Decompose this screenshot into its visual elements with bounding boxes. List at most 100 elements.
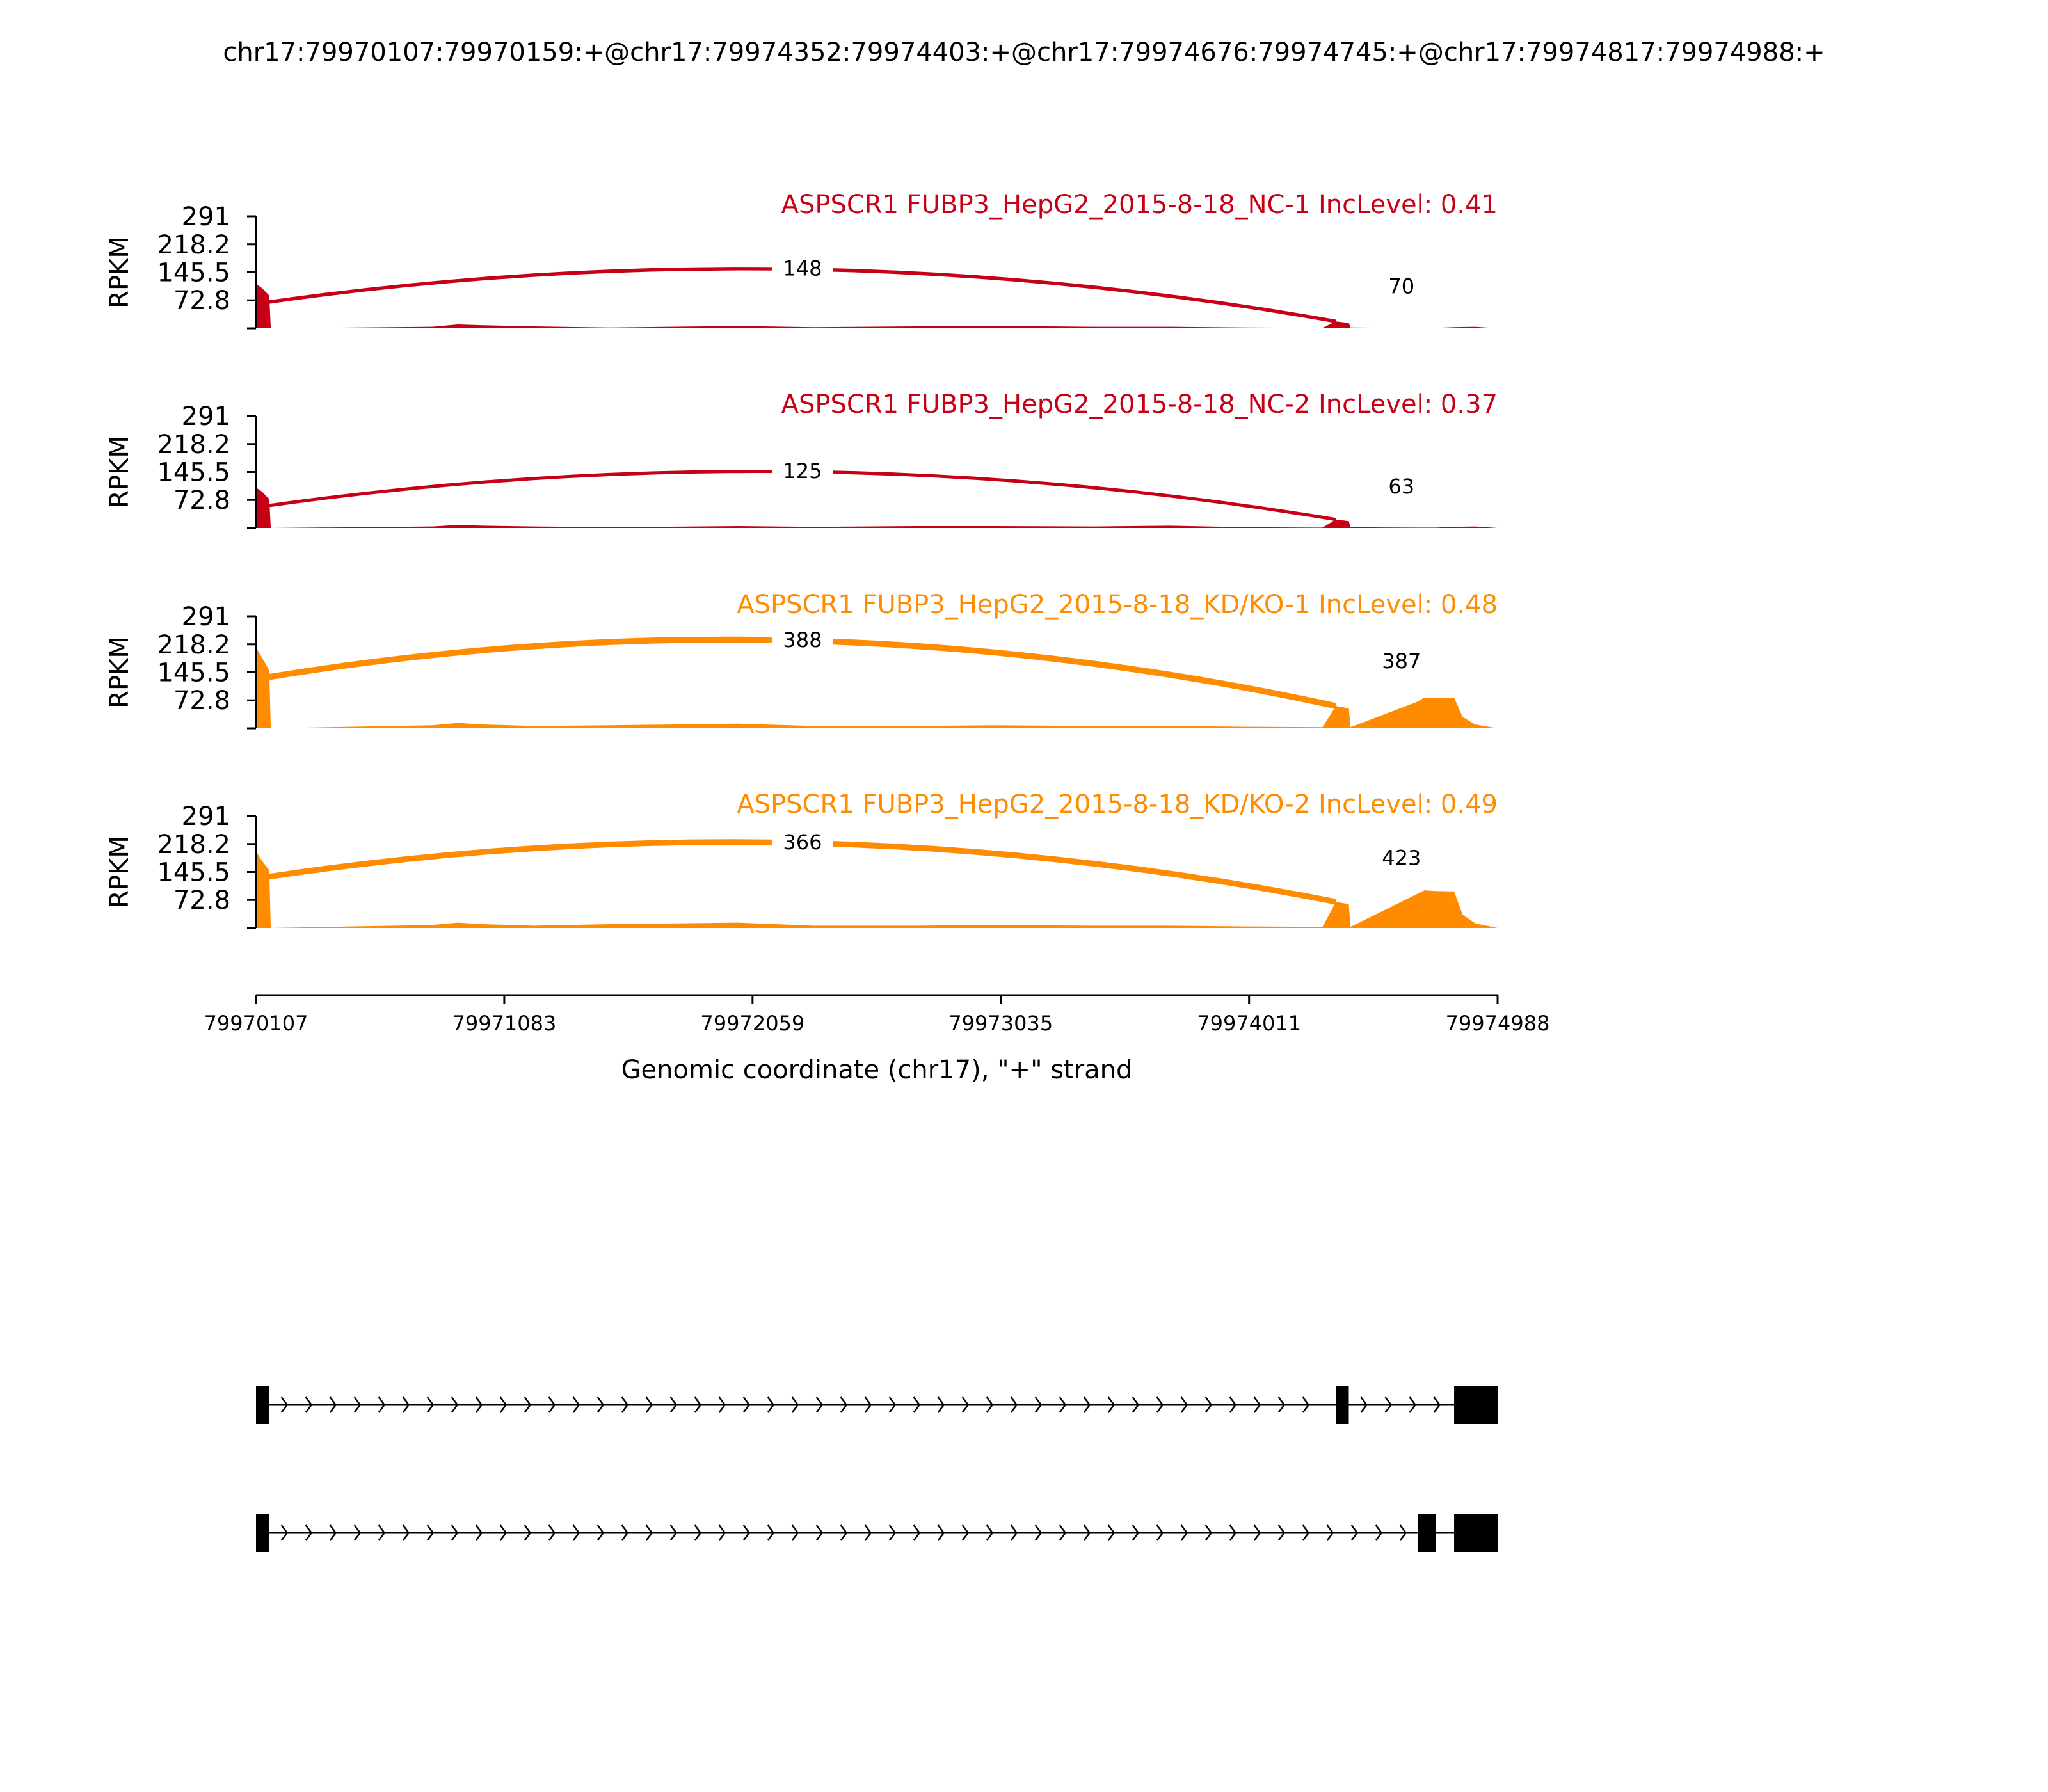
y-axis-label: RPKM	[105, 436, 134, 508]
junction: 63	[1370, 473, 1432, 499]
strand-arrow	[572, 1396, 580, 1413]
strand-arrow	[1433, 1396, 1441, 1413]
strand-arrow	[1302, 1524, 1310, 1541]
strand-arrow	[1253, 1396, 1261, 1413]
strand-arrow	[815, 1524, 824, 1541]
track-title: ASPSCR1 FUBP3_HepG2_2015-8-18_NC-1 IncLe…	[781, 190, 1498, 220]
strand-arrow	[621, 1396, 629, 1413]
y-tick-label: 218.2	[157, 430, 230, 460]
strand-arrow	[791, 1396, 799, 1413]
junction-label-bg	[771, 627, 833, 653]
strand-arrow	[742, 1396, 751, 1413]
y-tick-label: 145.5	[157, 259, 230, 288]
strand-arrow	[1277, 1524, 1286, 1541]
strand-arrow	[1059, 1524, 1067, 1541]
strand-arrow	[1204, 1524, 1213, 1541]
junction-label-bg	[1370, 473, 1432, 499]
strand-arrow	[1302, 1396, 1310, 1413]
strand-arrow	[742, 1524, 751, 1541]
junction-count: 366	[783, 830, 822, 854]
exon-block	[256, 1514, 269, 1552]
y-tick-label: 218.2	[157, 630, 230, 660]
strand-arrow	[329, 1524, 337, 1541]
strand-arrow	[669, 1396, 678, 1413]
strand-arrow	[475, 1396, 483, 1413]
strand-arrow	[694, 1396, 702, 1413]
strand-arrow	[888, 1396, 897, 1413]
strand-arrow	[1399, 1524, 1407, 1541]
strand-arrow	[353, 1396, 362, 1413]
strand-arrow	[864, 1396, 872, 1413]
strand-arrow	[913, 1396, 921, 1413]
strand-arrow	[1107, 1524, 1116, 1541]
strand-arrow	[499, 1396, 508, 1413]
y-tick-label: 218.2	[157, 230, 230, 260]
strand-arrow	[718, 1524, 726, 1541]
strand-arrow	[451, 1524, 459, 1541]
track-title: ASPSCR1 FUBP3_HepG2_2015-8-18_KD/KO-2 In…	[737, 790, 1498, 819]
exon-block	[1454, 1514, 1498, 1552]
exon-block	[1418, 1514, 1436, 1552]
strand-arrow	[767, 1524, 775, 1541]
strand-arrow	[329, 1396, 337, 1413]
coverage-area	[256, 851, 1498, 928]
strand-arrow	[305, 1396, 313, 1413]
junction-count: 63	[1388, 474, 1414, 499]
y-tick-label: 145.5	[157, 858, 230, 888]
strand-arrow	[961, 1524, 970, 1541]
strand-arrow	[1059, 1396, 1067, 1413]
junction-count: 387	[1382, 649, 1421, 673]
junction-label-bg	[1370, 844, 1432, 870]
y-tick-label: 145.5	[157, 458, 230, 488]
junction-count: 148	[783, 257, 822, 281]
strand-arrow	[840, 1524, 848, 1541]
x-tick-label: 79970107	[204, 1011, 308, 1036]
strand-arrow	[815, 1396, 824, 1413]
junction-label-bg	[771, 829, 833, 855]
x-tick-label: 79974011	[1197, 1011, 1301, 1036]
strand-arrow	[1375, 1524, 1383, 1541]
x-axis: 79970107 79971083 79972059 79973035 79974011…	[204, 994, 1549, 1036]
junction-count: 125	[783, 459, 822, 483]
x-tick-label: 79971083	[452, 1011, 556, 1036]
exon-block	[1454, 1386, 1498, 1424]
exon-block	[1336, 1386, 1349, 1424]
strand-arrow	[548, 1396, 556, 1413]
x-tick-label: 79972059	[700, 1011, 804, 1036]
strand-arrow	[548, 1524, 556, 1541]
y-axis-label: RPKM	[105, 636, 134, 708]
junction: 423	[1370, 844, 1432, 870]
junction-label-bg	[771, 255, 833, 281]
strand-arrow	[645, 1524, 653, 1541]
strand-arrow	[1229, 1524, 1237, 1541]
strand-arrow	[280, 1396, 289, 1413]
y-tick-label: 291	[182, 202, 230, 232]
strand-arrow	[791, 1524, 799, 1541]
junction: 70	[1370, 273, 1432, 299]
strand-arrow	[986, 1524, 994, 1541]
coverage-area	[256, 487, 1498, 528]
strand-arrow	[694, 1524, 702, 1541]
x-axis-label: Genomic coordinate (chr17), "+" strand	[621, 1055, 1133, 1085]
y-tick-label: 72.8	[173, 886, 230, 915]
strand-arrow	[426, 1524, 435, 1541]
isoform-track	[256, 1386, 1498, 1552]
junction: 388	[268, 627, 1337, 709]
junction: 387	[1370, 647, 1432, 673]
isoform-2	[256, 1514, 1498, 1552]
junction-count: 70	[1388, 274, 1414, 298]
junction: 125	[269, 457, 1336, 522]
strand-arrow	[1156, 1396, 1164, 1413]
strand-arrow	[1034, 1524, 1043, 1541]
strand-arrow	[669, 1524, 678, 1541]
strand-arrow	[1107, 1396, 1116, 1413]
strand-arrow	[596, 1524, 605, 1541]
y-axis-label: RPKM	[105, 236, 134, 308]
strand-arrow	[1277, 1396, 1286, 1413]
strand-arrow	[1180, 1524, 1188, 1541]
strand-arrow	[1132, 1396, 1140, 1413]
